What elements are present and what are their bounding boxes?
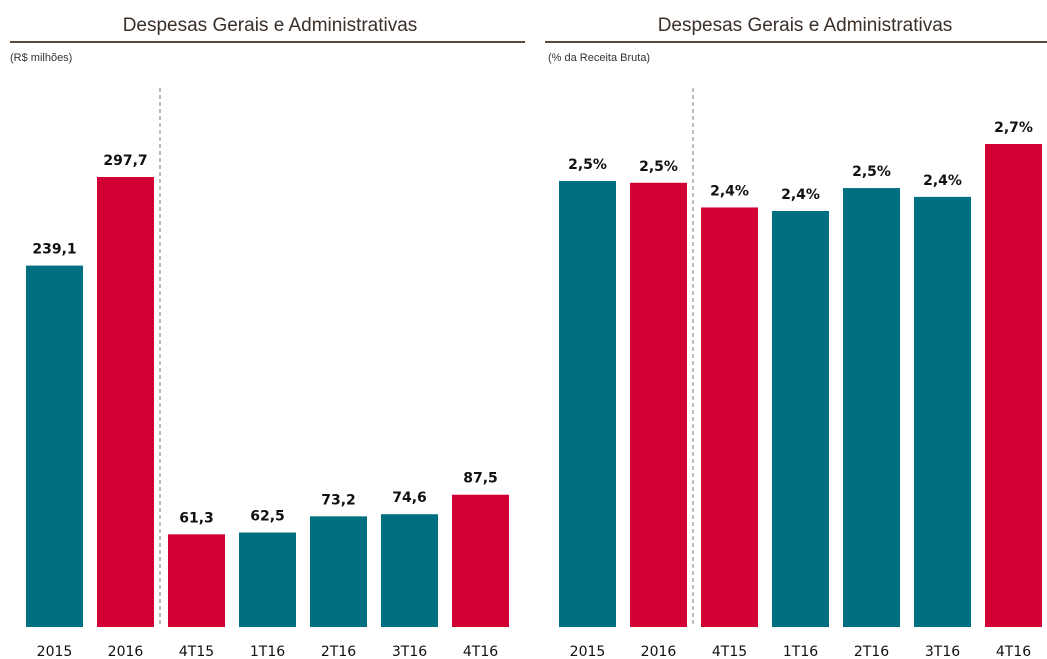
data-label: 73,2 [321, 492, 356, 508]
chart-subtitle: (% da Receita Bruta) [548, 52, 650, 64]
chart-title: Despesas Gerais e Administrativas [123, 15, 418, 36]
bar [310, 516, 367, 627]
x-tick-label: 1T16 [783, 644, 818, 659]
x-tick-label: 2016 [641, 644, 677, 659]
bar [97, 177, 154, 627]
x-tick-label: 3T16 [392, 644, 427, 659]
x-tick-label: 2T16 [321, 644, 356, 659]
x-tick-label: 2015 [37, 644, 73, 659]
data-label: 2,5% [639, 159, 678, 175]
data-label: 2,4% [710, 183, 749, 199]
bar [452, 494, 509, 627]
bar [630, 182, 687, 628]
data-label: 62,5 [250, 509, 285, 525]
x-tick-label: 4T16 [996, 644, 1031, 659]
x-tick-label: 4T15 [712, 644, 747, 659]
data-label: 74,6 [392, 490, 427, 506]
data-label: 87,5 [463, 471, 498, 487]
bar [701, 207, 758, 628]
data-label: 297,7 [103, 153, 147, 169]
x-tick-label: 4T15 [179, 644, 214, 659]
x-tick-label: 3T16 [925, 644, 960, 659]
bar [26, 265, 83, 627]
x-tick-label: 2015 [570, 644, 606, 659]
bar [168, 534, 225, 627]
chart-subtitle: (R$ milhões) [10, 52, 72, 64]
bar [239, 532, 296, 627]
x-tick-label: 2T16 [854, 644, 889, 659]
x-tick-label: 4T16 [463, 644, 498, 659]
bar [914, 196, 971, 627]
bar [772, 210, 829, 627]
data-label: 2,4% [923, 173, 962, 189]
x-tick-label: 2016 [108, 644, 144, 659]
data-label: 239,1 [32, 242, 76, 258]
bar [381, 514, 438, 627]
chart-title: Despesas Gerais e Administrativas [658, 15, 953, 36]
bar [985, 144, 1042, 627]
data-label: 2,5% [568, 157, 607, 173]
data-label: 2,5% [852, 164, 891, 180]
bar [559, 181, 616, 627]
bar [843, 188, 900, 627]
data-label: 2,4% [781, 187, 820, 203]
x-tick-label: 1T16 [250, 644, 285, 659]
data-label: 61,3 [179, 510, 214, 526]
data-label: 2,7% [994, 120, 1033, 136]
